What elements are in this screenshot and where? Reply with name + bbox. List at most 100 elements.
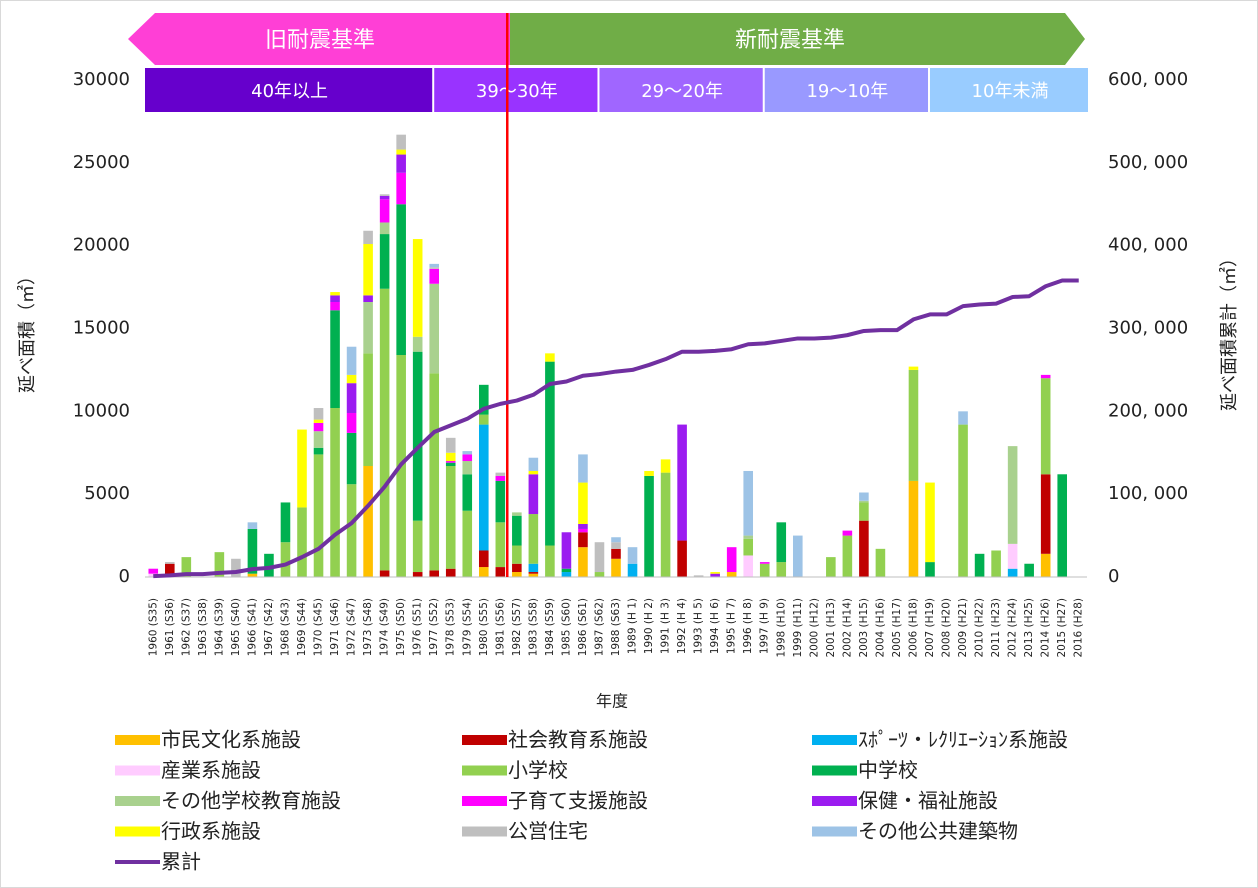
old-standard-arrow — [128, 13, 510, 65]
y-axis-title: 延べ面積（㎡） — [16, 267, 38, 393]
bar-segment — [346, 412, 357, 433]
bar-segment — [677, 424, 687, 541]
x-tick-label: 1960 (S35) — [147, 598, 159, 656]
bar-segment — [164, 562, 175, 564]
y2-tick-label: 200, 000 — [1108, 400, 1188, 421]
legend-swatch — [812, 765, 857, 776]
bar-segment — [578, 523, 588, 529]
bar-segment — [842, 535, 853, 577]
bar-segment — [313, 422, 324, 432]
x-tick-label: 1970 (S45) — [313, 598, 325, 656]
y-tick-label: 15000 — [73, 318, 130, 339]
x-tick-label: 2013 (H25) — [1023, 598, 1035, 658]
bar-segment — [478, 414, 489, 425]
bar-segment — [859, 492, 869, 501]
bar-segment — [578, 532, 588, 548]
bar-segment — [214, 552, 225, 577]
bar-segment — [412, 520, 423, 573]
bar-segment — [429, 373, 440, 571]
bar-segment — [743, 535, 754, 539]
bar-segment — [396, 204, 406, 356]
bar-segment — [379, 234, 390, 289]
legend-swatch — [115, 765, 160, 776]
x-tick-label: 2007 (H19) — [924, 598, 936, 658]
y-tick-label: 20000 — [73, 235, 130, 256]
x-tick-label: 1972 (S47) — [346, 598, 358, 656]
x-tick-label: 1975 (S50) — [395, 598, 407, 656]
bar-segment — [396, 172, 406, 205]
legend-label: 行政系施設 — [161, 819, 261, 843]
x-tick-label: 1968 (S43) — [279, 598, 291, 656]
bar-segment — [512, 572, 522, 577]
bar-segment — [330, 295, 340, 302]
bar-segment — [925, 562, 935, 577]
bar-segment — [561, 532, 572, 569]
bar-segment — [611, 548, 621, 559]
bar-segment — [545, 361, 555, 546]
bar-segment — [859, 500, 869, 503]
x-tick-label: 1994 (H 6) — [709, 598, 721, 654]
period-label: 10年未満 — [972, 81, 1049, 102]
bar-segment — [512, 515, 522, 546]
legend-swatch — [115, 826, 160, 837]
bar-segment — [330, 292, 340, 296]
bar-segment — [726, 572, 737, 577]
bar-segment — [1040, 474, 1051, 554]
bar-segment — [346, 484, 357, 577]
x-tick-label: 2010 (H22) — [974, 598, 986, 658]
bar-segment — [412, 351, 423, 521]
x-tick-label: 1990 (H 2) — [643, 598, 655, 654]
x-tick-label: 1964 (S39) — [213, 598, 225, 656]
x-tick-label: 1965 (S40) — [230, 598, 242, 656]
bar-segment — [462, 461, 473, 475]
bar-segment — [1057, 474, 1068, 577]
bar-segment — [313, 408, 324, 420]
bar-segment — [908, 369, 919, 481]
period-box — [434, 68, 598, 112]
x-tick-label: 1974 (S49) — [379, 598, 391, 656]
x-tick-label: 1988 (S63) — [610, 598, 622, 656]
bar-segment — [660, 459, 671, 473]
legend-label: 市民文化系施設 — [161, 728, 301, 752]
bar-segment — [726, 547, 737, 573]
bar-segment — [594, 572, 605, 577]
bar-segment — [363, 230, 373, 245]
period-label: 19～10年 — [806, 81, 888, 102]
bar-segment — [363, 301, 373, 354]
x-tick-label: 2012 (H24) — [1007, 598, 1019, 658]
bar-segment — [478, 550, 489, 568]
bar-segment — [313, 447, 324, 455]
bar-segment — [545, 353, 555, 362]
legend-swatch — [115, 796, 160, 806]
bar-segment — [412, 336, 423, 352]
bar-segment — [445, 452, 456, 462]
x-tick-label: 1993 (H 5) — [693, 598, 705, 654]
bar-segment — [660, 472, 671, 577]
bar-segment — [478, 567, 489, 577]
bar-segment — [627, 547, 638, 564]
x-tick-label: 1985 (S60) — [560, 598, 572, 656]
bar-segment — [958, 411, 968, 425]
bar-segment — [545, 545, 555, 577]
bar-segment — [710, 572, 720, 574]
bar-segment — [578, 482, 588, 524]
bar-segment — [379, 288, 390, 571]
y-tick-label: 25000 — [73, 152, 130, 173]
bar-segment — [578, 528, 588, 533]
bar-segment — [346, 374, 357, 384]
x-tick-label: 1998 (H10) — [775, 598, 787, 658]
bar-segment — [396, 149, 406, 155]
bar-segment — [627, 563, 638, 577]
legend-swatch — [462, 796, 507, 806]
legend-swatch — [462, 765, 507, 776]
legend-label: 累計 — [161, 850, 201, 874]
x-tick-label: 1986 (S61) — [577, 598, 589, 656]
bar-segment — [792, 535, 803, 577]
x-tick-label: 1996 (H 8) — [742, 598, 754, 654]
legend-label: その他公共建築物 — [858, 819, 1018, 843]
cumulative-line — [153, 278, 1079, 579]
bar-segment — [379, 199, 390, 223]
bar-segment — [908, 366, 919, 370]
